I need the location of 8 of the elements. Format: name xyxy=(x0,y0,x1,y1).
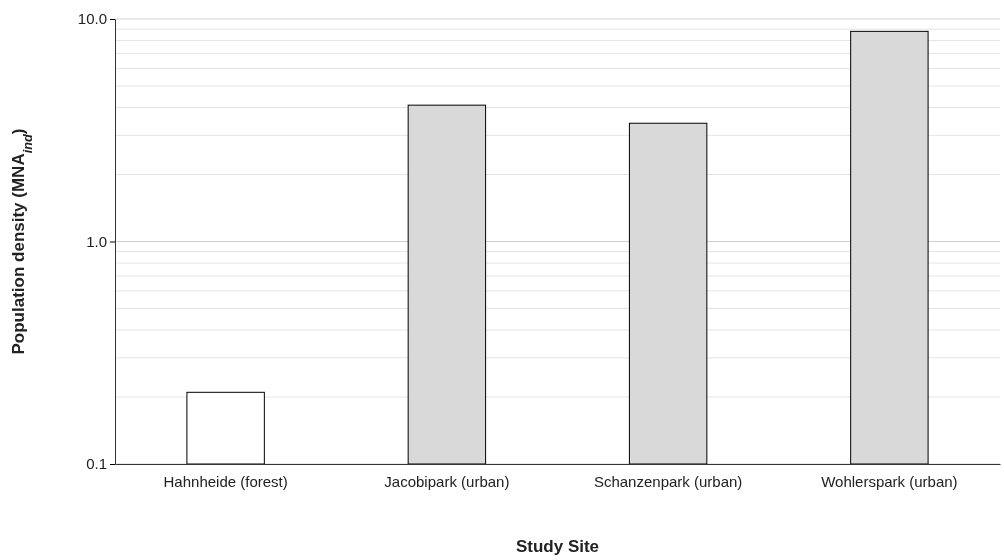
x-axis-title: Study Site xyxy=(515,537,600,556)
x-tick-label: Hahnheide (forest) xyxy=(163,472,288,490)
x-tick-label: Wohlerspark (urban) xyxy=(821,472,958,490)
y-tick-label: 10.0 xyxy=(77,10,107,28)
x-tick-label: Jacobipark (urban) xyxy=(384,472,510,490)
y-tick-label: 0.1 xyxy=(86,455,107,473)
x-tick-label: Schanzenpark (urban) xyxy=(593,472,743,490)
y-tick-label: 1.0 xyxy=(86,232,107,250)
